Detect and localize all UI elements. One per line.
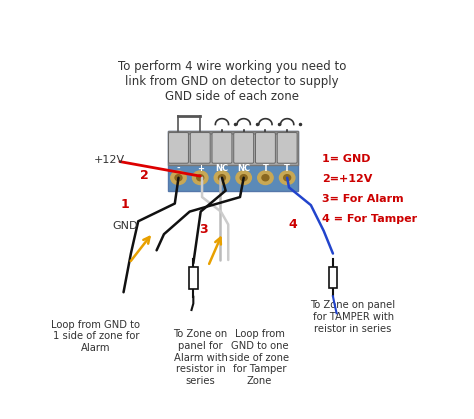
Bar: [169, 132, 296, 135]
Text: To Zone on panel
for TAMPER with
reistor in series: To Zone on panel for TAMPER with reistor…: [310, 300, 396, 334]
Text: 2: 2: [140, 169, 149, 182]
Text: T: T: [284, 164, 290, 173]
Text: 2=+12V: 2=+12V: [322, 174, 372, 184]
Circle shape: [219, 175, 226, 181]
FancyBboxPatch shape: [212, 132, 232, 163]
Text: Loop from GND to
1 side of zone for
Alarm: Loop from GND to 1 side of zone for Alar…: [52, 320, 140, 353]
Circle shape: [171, 171, 186, 184]
Circle shape: [192, 171, 208, 184]
Text: GND: GND: [112, 221, 138, 231]
Circle shape: [236, 171, 251, 184]
Circle shape: [258, 171, 273, 184]
Text: T: T: [263, 164, 268, 173]
Circle shape: [283, 175, 291, 181]
Text: To perform 4 wire working you need to
link from GND on detector to supply
GND si: To perform 4 wire working you need to li…: [118, 60, 346, 103]
FancyBboxPatch shape: [255, 132, 275, 163]
Text: To Zone on
panel for
Alarm with
resistor in
series: To Zone on panel for Alarm with resistor…: [173, 329, 228, 386]
Text: NC: NC: [215, 164, 228, 173]
Text: Loop from
GND to one
side of zone
for Tamper
Zone: Loop from GND to one side of zone for Ta…: [229, 329, 290, 386]
FancyBboxPatch shape: [190, 132, 210, 163]
Circle shape: [197, 175, 204, 181]
Text: 1= GND: 1= GND: [322, 153, 370, 163]
FancyBboxPatch shape: [169, 132, 189, 163]
FancyBboxPatch shape: [234, 132, 254, 163]
Circle shape: [175, 175, 182, 181]
Circle shape: [214, 171, 230, 184]
Text: 3= For Alarm: 3= For Alarm: [322, 194, 403, 204]
Text: 4 = For Tamper: 4 = For Tamper: [322, 215, 417, 225]
Bar: [168, 131, 298, 165]
Circle shape: [262, 175, 269, 181]
Bar: [168, 131, 298, 191]
Bar: [328, 267, 337, 288]
Text: 1: 1: [121, 198, 130, 211]
Text: +12V: +12V: [94, 155, 125, 165]
FancyBboxPatch shape: [277, 132, 297, 163]
Text: +: +: [197, 164, 204, 173]
Text: -: -: [177, 164, 180, 173]
Circle shape: [280, 171, 295, 184]
Text: NC: NC: [237, 164, 250, 173]
Bar: [189, 267, 198, 289]
Text: 3: 3: [199, 222, 208, 235]
Circle shape: [240, 175, 247, 181]
Text: 4: 4: [289, 218, 298, 231]
